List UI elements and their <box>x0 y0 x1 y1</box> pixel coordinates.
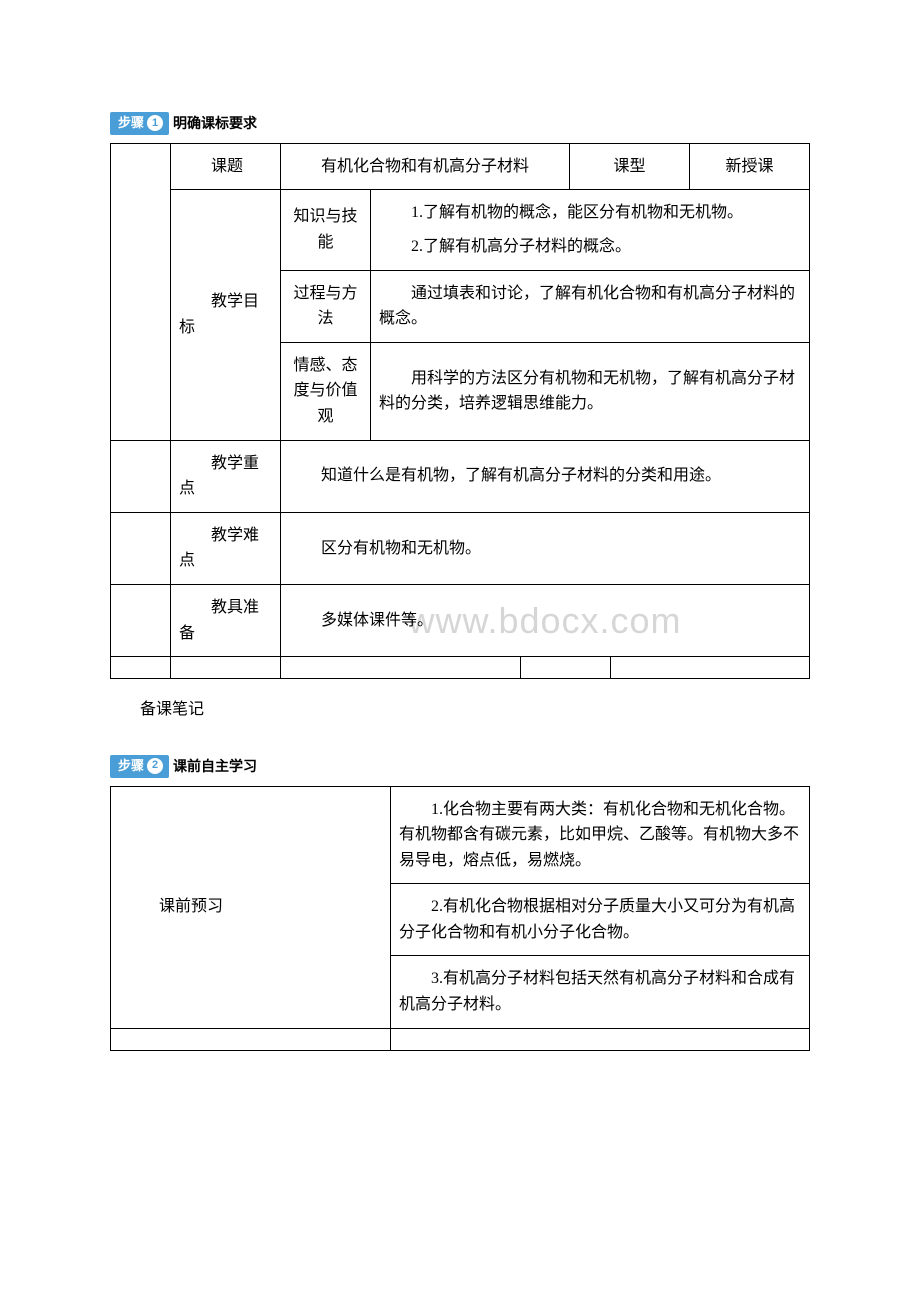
table-row: 课题 有机化合物和有机高分子材料 课型 新授课 <box>111 143 810 190</box>
step1-title: 明确课标要求 <box>173 112 257 134</box>
step2-num-icon: 2 <box>147 758 163 774</box>
tools-label: 教具准备 <box>171 584 281 656</box>
prestudy-label: 课前预习 <box>111 786 391 1028</box>
table-row: 教学重点 知道什么是有机物，了解有机高分子材料的分类和用途。 <box>111 440 810 512</box>
step2-title: 课前自主学习 <box>173 755 257 777</box>
prestudy-table: 课前预习 1.化合物主要有两大类：有机化合物和无机化合物。有机物都含有碳元素，比… <box>110 786 810 1051</box>
type-label: 课型 <box>570 143 690 190</box>
step2-pill-label: 步骤 <box>118 756 144 777</box>
knowledge-skill-label: 知识与技能 <box>281 190 371 270</box>
table-row: 教学目标 知识与技能 1.了解有机物的概念，能区分有机物和无机物。 2.了解有机… <box>111 190 810 270</box>
table-row: 课前预习 1.化合物主要有两大类：有机化合物和无机化合物。有机物都含有碳元素，比… <box>111 786 810 884</box>
requirements-table: 课题 有机化合物和有机高分子材料 课型 新授课 教学目标 知识与技能 1.了解有… <box>110 143 810 441</box>
focus-value: 知道什么是有机物，了解有机高分子材料的分类和用途。 <box>281 440 810 512</box>
requirements-table-cont: 教学重点 知道什么是有机物，了解有机高分子材料的分类和用途。 教学难点 区分有机… <box>110 440 810 680</box>
process-method-label: 过程与方法 <box>281 270 371 342</box>
step1-badge: 步骤 1 明确课标要求 <box>110 112 257 135</box>
step2-pill: 步骤 2 <box>110 755 169 778</box>
attitude-value: 用科学的方法区分有机物和无机物，了解有机高分子材料的分类，培养逻辑思维能力。 <box>371 342 810 440</box>
topic-value: 有机化合物和有机高分子材料 <box>281 143 570 190</box>
focus-label: 教学重点 <box>171 440 281 512</box>
prestudy-item: 2.有机化合物根据相对分子质量大小又可分为有机高分子化合物和有机小分子化合物。 <box>391 884 810 956</box>
step2-badge: 步骤 2 课前自主学习 <box>110 755 257 778</box>
step1-pill-label: 步骤 <box>118 113 144 134</box>
prestudy-item: 3.有机高分子材料包括天然有机高分子材料和合成有机高分子材料。 <box>391 956 810 1028</box>
process-method-value: 通过填表和讨论，了解有机化合物和有机高分子材料的概念。 <box>371 270 810 342</box>
tools-value: www.bdocx.com 多媒体课件等。 <box>281 584 810 656</box>
difficulty-label: 教学难点 <box>171 512 281 584</box>
notes-heading: 备课笔记 <box>140 697 810 723</box>
attitude-label: 情感、态度与价值观 <box>281 342 371 440</box>
type-value: 新授课 <box>690 143 810 190</box>
table-row: 教学难点 区分有机物和无机物。 <box>111 512 810 584</box>
objective-label: 教学目标 <box>171 190 281 440</box>
knowledge-skill-value: 1.了解有机物的概念，能区分有机物和无机物。 2.了解有机高分子材料的概念。 <box>371 190 810 270</box>
step1-pill: 步骤 1 <box>110 112 169 135</box>
step1-num-icon: 1 <box>147 115 163 131</box>
prestudy-item: 1.化合物主要有两大类：有机化合物和无机化合物。有机物都含有碳元素，比如甲烷、乙… <box>391 786 810 884</box>
table-row <box>111 657 810 679</box>
topic-label: 课题 <box>171 143 281 190</box>
table-row <box>111 1028 810 1050</box>
table-row: 教具准备 www.bdocx.com 多媒体课件等。 <box>111 584 810 656</box>
difficulty-value: 区分有机物和无机物。 <box>281 512 810 584</box>
